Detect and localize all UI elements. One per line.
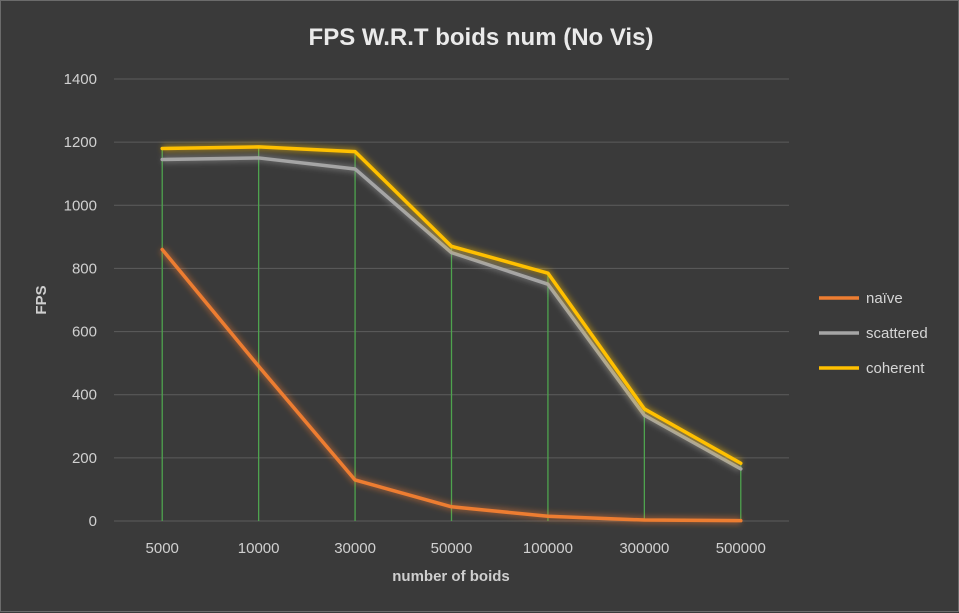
series-line <box>160 156 743 471</box>
x-tick-label: 10000 <box>238 540 280 557</box>
legend-label: coherent <box>866 360 925 377</box>
y-tick-label: 800 <box>72 260 97 277</box>
legend-label: naïve <box>866 290 903 307</box>
x-tick-label: 30000 <box>334 540 376 557</box>
y-axis-ticks: 0 200 400 600 800 1000 1200 1400 <box>64 71 97 530</box>
x-tick-label: 100000 <box>523 540 573 557</box>
y-tick-label: 200 <box>72 450 97 467</box>
y-axis-title: FPS <box>33 285 50 314</box>
legend-label: scattered <box>866 325 928 342</box>
series-lines <box>159 143 743 525</box>
drop-lines <box>161 146 742 521</box>
legend-item: scattered <box>819 325 928 342</box>
x-tick-label: 5000 <box>146 540 179 557</box>
chart-title: FPS W.R.T boids num (No Vis) <box>309 24 654 51</box>
series-scattered <box>160 154 743 472</box>
series-coherent <box>160 143 743 467</box>
y-tick-label: 1400 <box>64 71 97 88</box>
x-axis-ticks: 5000 10000 30000 50000 100000 300000 500000 <box>146 540 766 557</box>
x-tick-label: 300000 <box>619 540 669 557</box>
series-naïve <box>159 247 743 525</box>
series-line <box>160 247 743 523</box>
series-line <box>160 145 743 465</box>
x-axis-title: number of boids <box>392 568 510 585</box>
y-tick-label: 0 <box>89 513 97 530</box>
legend: naïve scattered coherent <box>819 290 928 377</box>
y-tick-label: 400 <box>72 387 97 404</box>
y-tick-label: 600 <box>72 324 97 341</box>
y-tick-label: 1000 <box>64 197 97 214</box>
x-tick-label: 50000 <box>431 540 473 557</box>
y-tick-label: 1200 <box>64 134 97 151</box>
legend-item: coherent <box>819 360 925 377</box>
x-tick-label: 500000 <box>716 540 766 557</box>
legend-item: naïve <box>819 290 903 307</box>
